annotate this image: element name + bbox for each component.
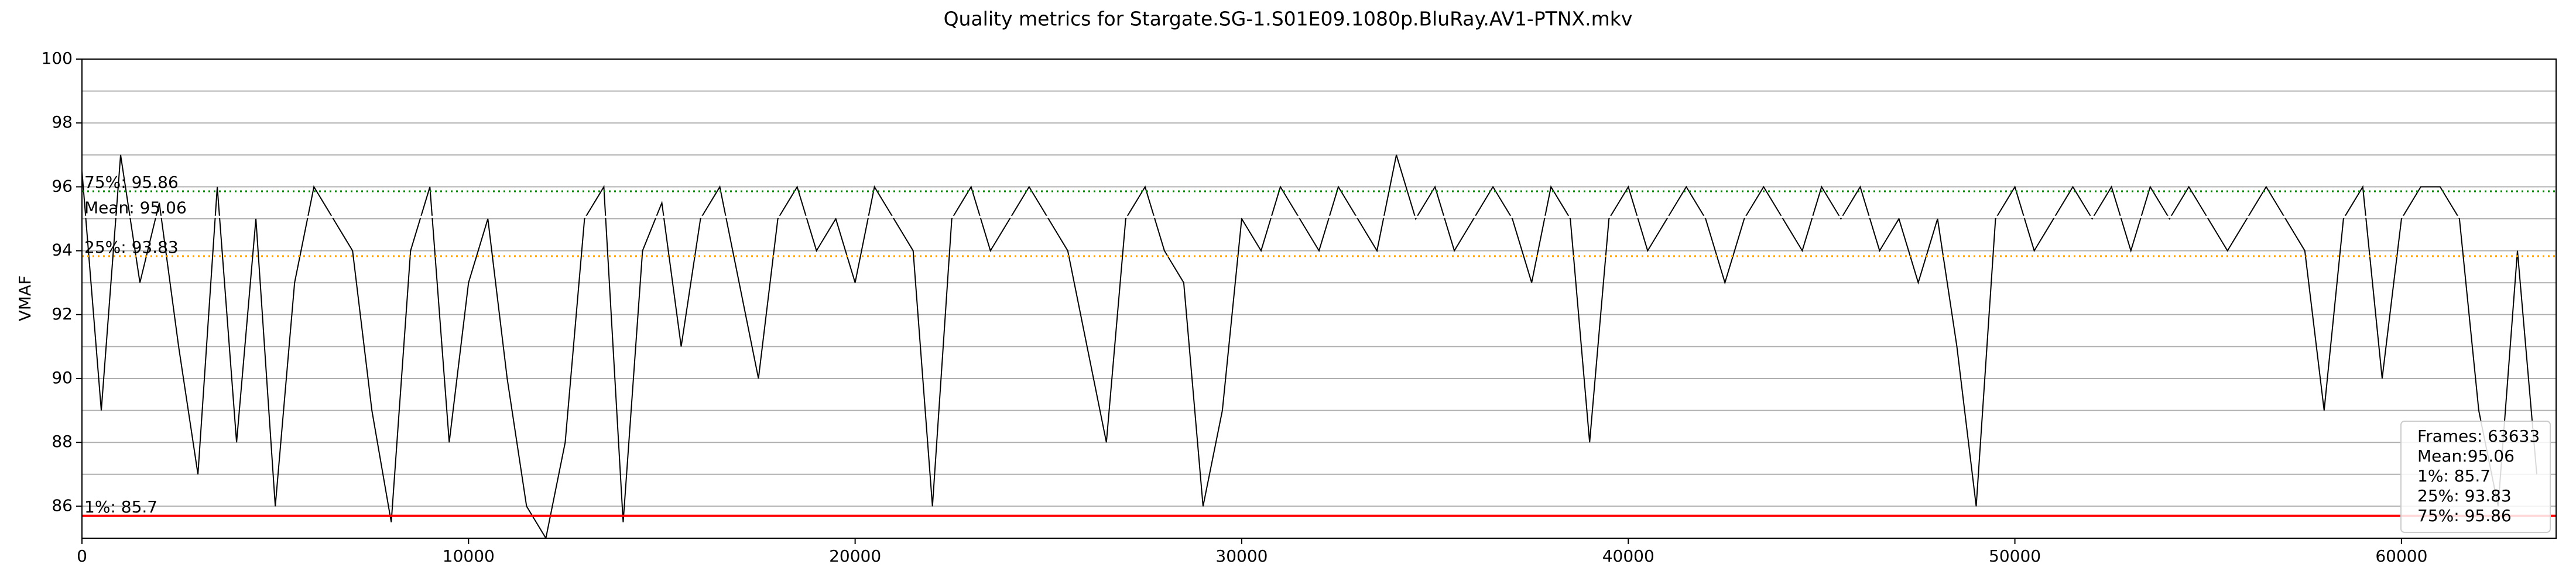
y-tick-label: 100 <box>42 49 73 68</box>
y-tick-label: 94 <box>52 240 73 260</box>
y-axis-label: VMAF <box>15 276 35 322</box>
y-tick-label: 90 <box>52 368 73 387</box>
y-tick-label: 86 <box>52 495 73 515</box>
x-tick-label: 30000 <box>1215 546 1268 566</box>
x-tick-label: 40000 <box>1602 546 1654 566</box>
x-tick-label: 20000 <box>829 546 881 566</box>
y-tick-label: 92 <box>52 304 73 324</box>
y-tick-label: 98 <box>52 112 73 132</box>
x-tick-label: 50000 <box>1989 546 2041 566</box>
legend-entry: Mean:95.06 <box>2417 446 2515 466</box>
stat-label: 75%: 95.86 <box>84 173 179 192</box>
legend-entry: 25%: 93.83 <box>2417 486 2512 505</box>
chart-title: Quality metrics for Stargate.SG-1.S01E09… <box>944 8 1633 30</box>
legend-box <box>2400 421 2551 533</box>
x-tick-label: 60000 <box>2375 546 2427 566</box>
stat-label: 1%: 85.7 <box>84 497 157 517</box>
legend-entry: 1%: 85.7 <box>2417 466 2491 486</box>
x-tick-label: 0 <box>77 546 87 566</box>
stat-label: 25%: 93.83 <box>84 238 179 257</box>
y-tick-label: 96 <box>52 176 73 195</box>
vmaf-line <box>82 154 2537 538</box>
y-tick-label: 88 <box>52 432 73 451</box>
legend-entry: 75%: 95.86 <box>2417 506 2512 525</box>
x-tick-label: 10000 <box>443 546 495 566</box>
plot-frame <box>81 58 2557 539</box>
stat-label: Mean: 95.06 <box>84 198 187 218</box>
legend-entry: Frames: 63633 <box>2417 426 2540 446</box>
